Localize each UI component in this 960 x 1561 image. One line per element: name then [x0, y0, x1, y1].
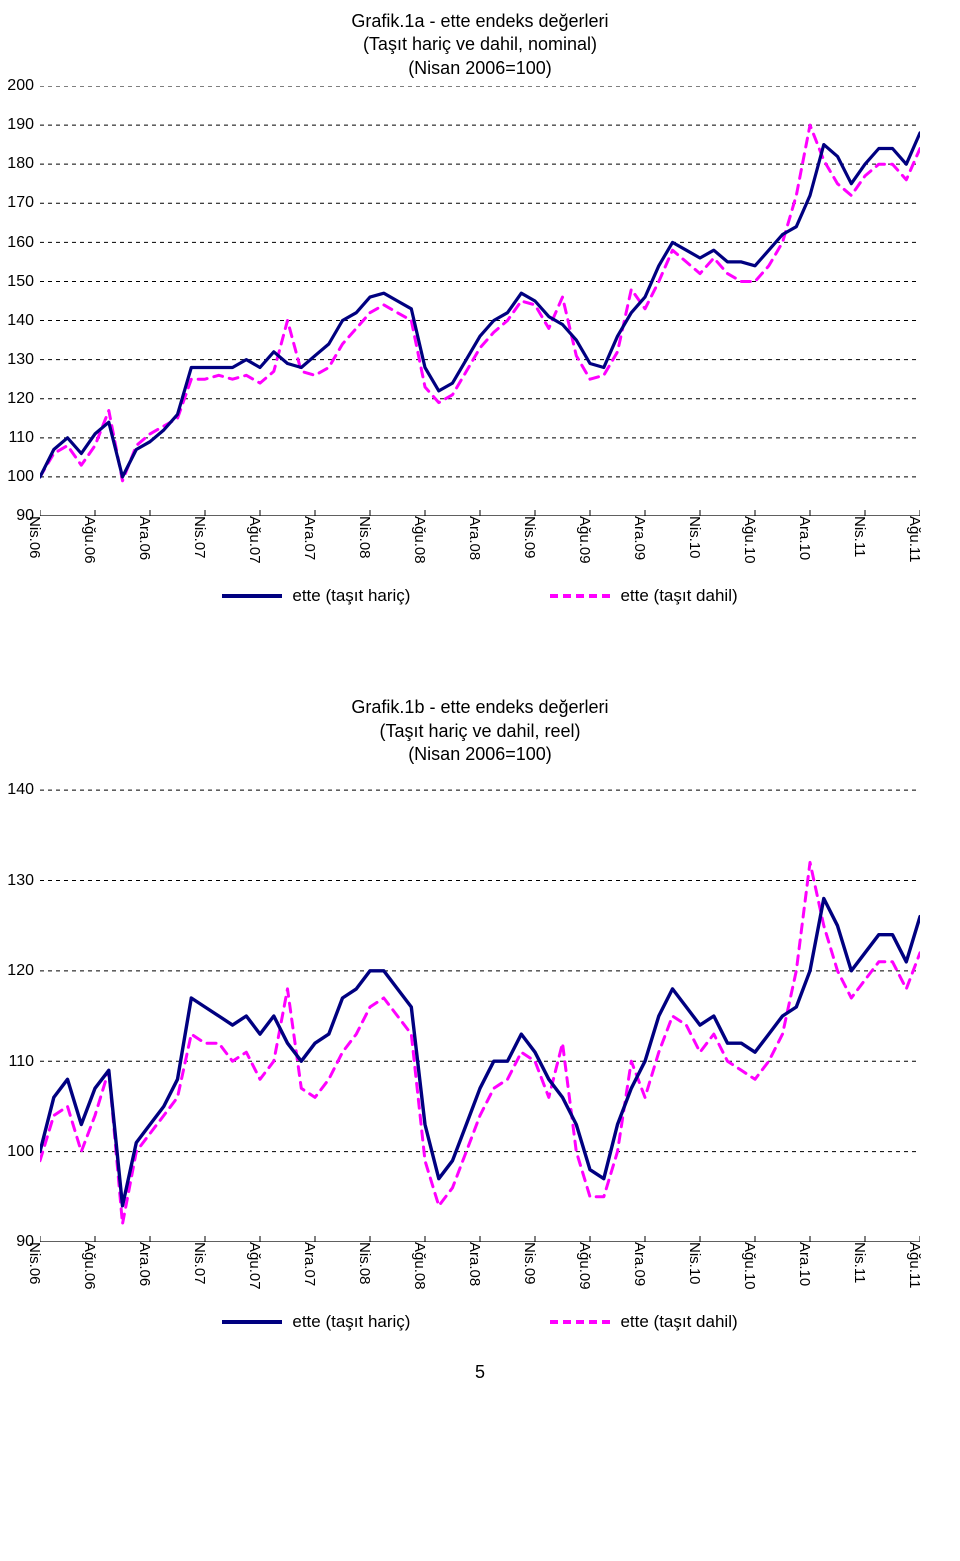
- x-tick-label: Ağu.06: [81, 1242, 100, 1290]
- x-tick-label: Ara.09: [631, 516, 650, 560]
- legend-swatch-dahil: [550, 594, 610, 598]
- chart-b: Grafik.1b - ette endeks değerleri (Taşıt…: [40, 696, 920, 1332]
- page-number: 5: [0, 1362, 960, 1403]
- x-tick-label: Ağu.11: [906, 516, 925, 562]
- x-tick-label: Ara.08: [466, 516, 485, 560]
- legend-item-haric-b: ette (taşıt hariç): [222, 1312, 410, 1332]
- y-tick-label: 160: [7, 234, 40, 252]
- x-tick-label: Nis.10: [686, 516, 705, 559]
- chart-a-plot-area: 90100110120130140150160170180190200Nis.0…: [40, 86, 920, 516]
- legend-item-dahil: ette (taşıt dahil): [550, 586, 737, 606]
- chart-b-title-line-2: (Taşıt hariç ve dahil, reel): [40, 720, 920, 743]
- chart-a-legend: ette (taşıt hariç) ette (taşıt dahil): [40, 586, 920, 606]
- x-tick-label: Nis.07: [191, 516, 210, 559]
- y-tick-label: 180: [7, 155, 40, 173]
- chart-b-title: Grafik.1b - ette endeks değerleri (Taşıt…: [40, 696, 920, 766]
- x-tick-label: Ağu.07: [246, 1242, 265, 1290]
- x-tick-label: Nis.09: [521, 1242, 540, 1285]
- chart-b-legend: ette (taşıt hariç) ette (taşıt dahil): [40, 1312, 920, 1332]
- x-tick-label: Nis.09: [521, 516, 540, 559]
- x-tick-label: Ara.09: [631, 1242, 650, 1286]
- chart-b-plot-area: 90100110120130140Nis.06Ağu.06Ara.06Nis.0…: [40, 772, 920, 1242]
- chart-a-title-line-3: (Nisan 2006=100): [40, 57, 920, 80]
- y-tick-label: 200: [7, 77, 40, 95]
- x-tick-label: Ağu.10: [741, 1242, 760, 1290]
- x-tick-label: Ağu.06: [81, 516, 100, 564]
- x-tick-label: Ara.07: [301, 516, 320, 560]
- chart-b-title-line-3: (Nisan 2006=100): [40, 743, 920, 766]
- legend-swatch-dahil: [550, 1320, 610, 1324]
- x-tick-label: Nis.11: [851, 1242, 870, 1283]
- y-tick-label: 170: [7, 194, 40, 212]
- y-tick-label: 130: [7, 872, 40, 890]
- chart-a-title: Grafik.1a - ette endeks değerleri (Taşıt…: [40, 10, 920, 80]
- y-tick-label: 190: [7, 116, 40, 134]
- x-tick-label: Nis.08: [356, 516, 375, 559]
- y-tick-label: 130: [7, 351, 40, 369]
- y-tick-label: 100: [7, 1143, 40, 1161]
- y-tick-label: 100: [7, 468, 40, 486]
- chart-a-svg: [40, 86, 920, 516]
- x-tick-label: Ağu.09: [576, 1242, 595, 1290]
- y-tick-label: 110: [8, 429, 40, 447]
- x-tick-label: Nis.06: [26, 516, 45, 559]
- x-tick-label: Ara.08: [466, 1242, 485, 1286]
- x-tick-label: Nis.10: [686, 1242, 705, 1285]
- x-tick-label: Ara.10: [796, 1242, 815, 1286]
- y-tick-label: 150: [7, 273, 40, 291]
- x-tick-label: Ara.07: [301, 1242, 320, 1286]
- legend-label-dahil: ette (taşıt dahil): [620, 586, 737, 606]
- legend-label-haric: ette (taşıt hariç): [292, 586, 410, 606]
- legend-swatch-haric: [222, 594, 282, 598]
- chart-b-title-line-1: Grafik.1b - ette endeks değerleri: [40, 696, 920, 719]
- y-tick-label: 120: [7, 390, 40, 408]
- page: Grafik.1a - ette endeks değerleri (Taşıt…: [0, 0, 960, 1403]
- legend-item-dahil-b: ette (taşıt dahil): [550, 1312, 737, 1332]
- y-tick-label: 140: [7, 312, 40, 330]
- x-tick-label: Nis.08: [356, 1242, 375, 1285]
- y-tick-label: 110: [8, 1053, 40, 1071]
- y-tick-label: 140: [7, 781, 40, 799]
- x-tick-label: Ara.06: [136, 1242, 155, 1286]
- legend-swatch-haric: [222, 1320, 282, 1324]
- x-tick-label: Ağu.09: [576, 516, 595, 564]
- x-tick-label: Ara.10: [796, 516, 815, 560]
- x-tick-label: Ağu.08: [411, 1242, 430, 1290]
- legend-label-haric-b: ette (taşıt hariç): [292, 1312, 410, 1332]
- legend-label-dahil-b: ette (taşıt dahil): [620, 1312, 737, 1332]
- chart-a-title-line-2: (Taşıt hariç ve dahil, nominal): [40, 33, 920, 56]
- x-tick-label: Ara.06: [136, 516, 155, 560]
- x-tick-label: Nis.11: [851, 516, 870, 557]
- x-tick-label: Nis.07: [191, 1242, 210, 1285]
- chart-a: Grafik.1a - ette endeks değerleri (Taşıt…: [40, 10, 920, 606]
- y-tick-label: 120: [7, 962, 40, 980]
- x-tick-label: Ağu.11: [906, 1242, 925, 1288]
- chart-b-svg: [40, 772, 920, 1242]
- x-tick-label: Nis.06: [26, 1242, 45, 1285]
- chart-a-title-line-1: Grafik.1a - ette endeks değerleri: [40, 10, 920, 33]
- legend-item-haric: ette (taşıt hariç): [222, 586, 410, 606]
- x-tick-label: Ağu.10: [741, 516, 760, 564]
- x-tick-label: Ağu.07: [246, 516, 265, 564]
- x-tick-label: Ağu.08: [411, 516, 430, 564]
